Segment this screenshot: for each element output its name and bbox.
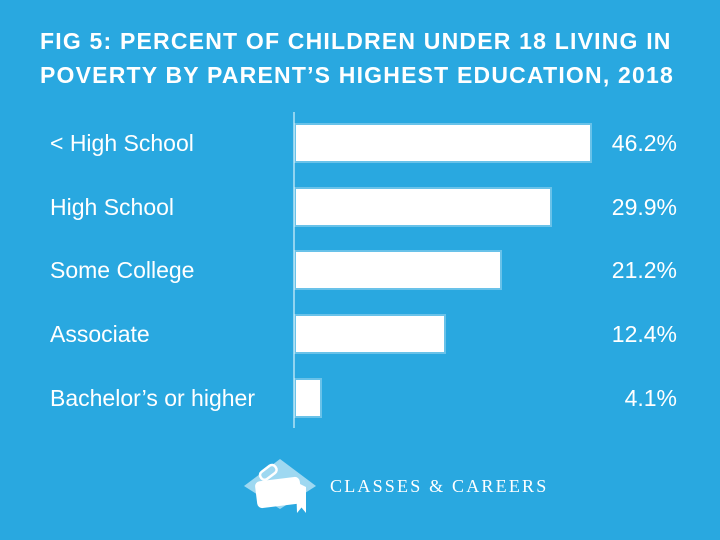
bar <box>296 316 444 352</box>
category-label: < High School <box>50 130 194 156</box>
value-label: 29.9% <box>611 194 677 220</box>
category-label: High School <box>50 194 175 220</box>
chart-title: FIG 5: PERCENT OF CHILDREN UNDER 18 LIVI… <box>40 24 700 92</box>
graduation-cap-icon <box>244 459 316 513</box>
bar <box>296 189 550 225</box>
chart-title-line1: FIG 5: PERCENT OF CHILDREN UNDER 18 LIVI… <box>40 28 672 54</box>
category-label: Some College <box>50 257 195 283</box>
value-label: 4.1% <box>624 385 677 411</box>
chart-row: Bachelor’s or higher 4.1% <box>0 380 720 416</box>
value-label: 12.4% <box>611 321 677 347</box>
chart-row: Some College 21.2% <box>0 252 720 288</box>
value-label: 46.2% <box>611 130 677 156</box>
axis-line <box>293 112 295 428</box>
chart-row: High School 29.9% <box>0 189 720 225</box>
bar <box>296 380 320 416</box>
category-label: Associate <box>50 321 150 347</box>
chart-row: < High School 46.2% <box>0 125 720 161</box>
bar <box>296 125 590 161</box>
logo: CLASSES & CAREERS <box>242 456 548 516</box>
category-label: Bachelor’s or higher <box>50 385 255 411</box>
chart-title-line2: POVERTY BY PARENT’S HIGHEST EDUCATION, 2… <box>40 62 674 88</box>
value-label: 21.2% <box>611 257 677 283</box>
bar <box>296 252 500 288</box>
chart-row: Associate 12.4% <box>0 316 720 352</box>
logo-text: CLASSES & CAREERS <box>330 475 549 496</box>
